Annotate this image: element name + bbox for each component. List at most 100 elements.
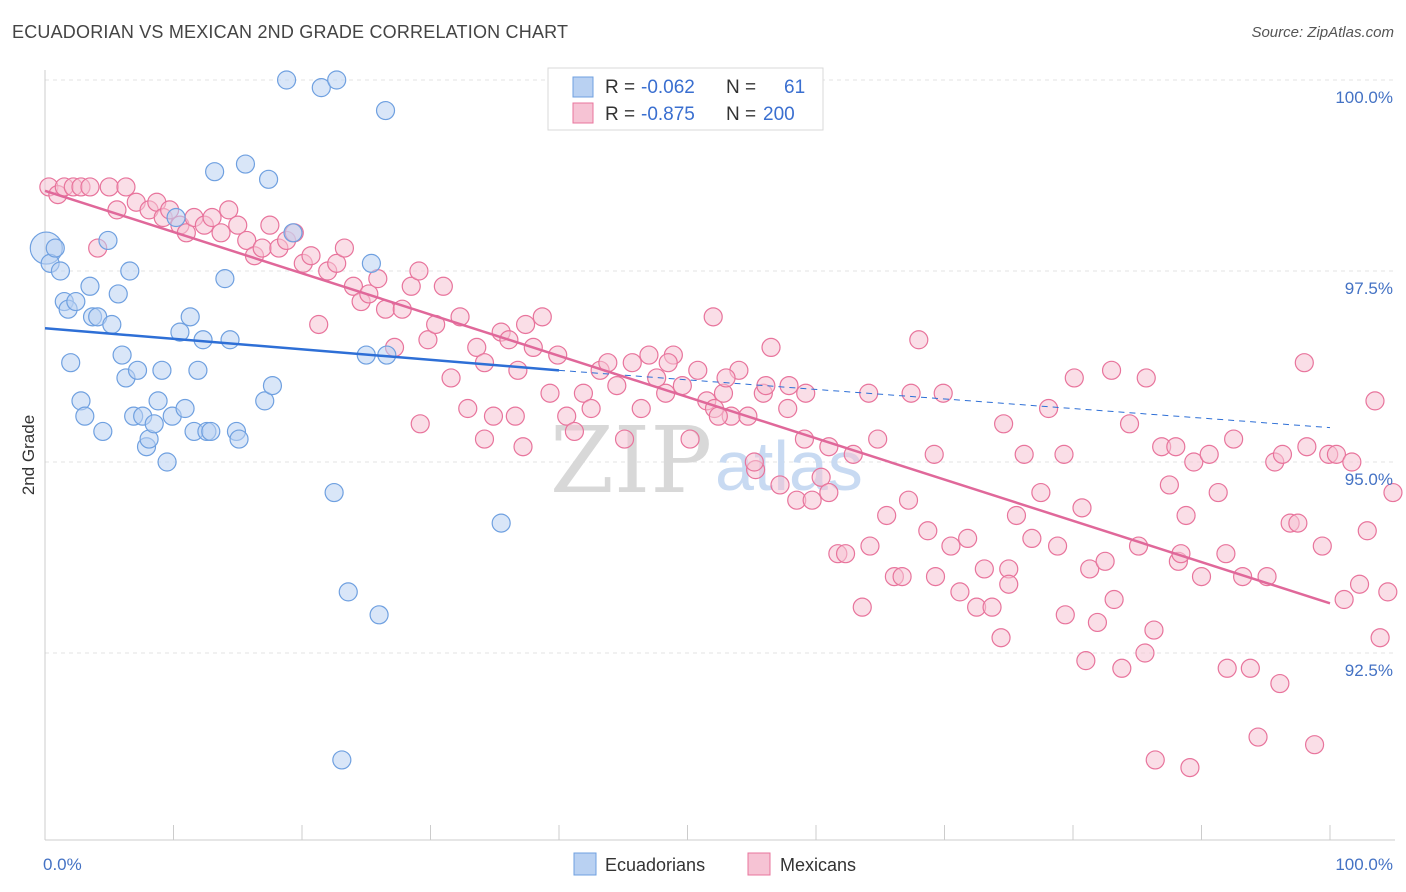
ecuadorian-point-9 [75,406,95,426]
mexican-point-68 [607,376,627,396]
mexican-point-19 [202,207,222,228]
mexican-point-110 [950,582,970,602]
y-tick-label-2: 97.5% [1345,279,1393,298]
mexican-point-176 [703,307,723,327]
chart-title: ECUADORIAN VS MEXICAN 2ND GRADE CORRELAT… [12,22,569,42]
ecuadorian-point-2 [45,238,65,258]
mexican-point-98 [852,597,872,617]
ecuadorian-point-17 [112,345,132,365]
mexican-point-185 [898,490,919,510]
ecuadorian-point-51 [324,482,344,503]
ecuadorian-point-3 [50,261,71,281]
ecuadorian-point-10 [80,276,100,296]
mexican-point-45 [418,330,438,350]
mexican-point-172 [474,429,495,449]
ecuadorian-point-60 [491,513,511,533]
trend-lines [44,189,1331,605]
series-legend-swatch-mexicans [747,852,771,876]
mexican-point-187 [994,414,1014,434]
mexican-point-175 [658,353,678,373]
ecuadorian-point-52 [327,70,347,90]
mexican-point-20 [211,223,231,243]
mexican-point-34 [327,253,347,273]
mexican-point-122 [1047,536,1068,556]
mexican-point-92 [802,490,822,510]
mexican-point-123 [1055,605,1075,625]
mexican-point-9 [116,177,136,197]
ecuadorian-point-54 [338,582,358,602]
y-tick-label-3: 100.0% [1335,88,1393,107]
ecuadorian-point-56 [361,253,381,273]
mexican-point-103 [892,566,912,587]
ecuadorian-point-45 [255,391,275,411]
mexican-point-88 [770,475,790,495]
mexican-point-65 [581,398,601,419]
series-legend-swatch-ecuadorians [573,852,597,876]
mexican-point-63 [564,421,585,442]
mexican-point-48 [441,368,461,388]
y-tick-label-0: 92.5% [1345,661,1393,680]
mexican-point-174 [513,437,533,457]
mexican-point-157 [1326,444,1347,464]
mexican-point-192 [1145,750,1165,770]
mexican-point-59 [532,307,552,327]
mexican-point-64 [573,383,594,403]
ecuadorian-point-28 [157,452,177,472]
mexican-point-117 [1006,505,1027,526]
mexican-point-53 [483,406,504,426]
mexican-point-72 [639,345,659,365]
ecuadorian-point-30 [166,207,186,228]
mexican-point-171 [410,414,430,434]
mexican-point-129 [1104,589,1124,610]
mexican-point-130 [1112,658,1132,678]
mexican-point-152 [1288,513,1308,533]
mexican-point-146 [1240,658,1260,678]
y-tick-label-1: 95.0% [1345,470,1393,489]
mexican-point-125 [1072,498,1092,518]
mexican-trend-line [44,189,1331,605]
mexican-point-189 [1076,651,1096,671]
mexican-point-150 [1272,444,1293,464]
mexican-point-71 [631,398,651,419]
legend-r-label-1: R = [605,77,635,98]
mexican-point-188 [1054,444,1074,464]
mexican-point-32 [309,314,329,335]
mexican-point-124 [1064,368,1084,388]
ecuadorian-point-35 [188,360,208,380]
mexican-point-70 [622,353,642,373]
mexican-point-199 [999,574,1019,594]
mexican-point-133 [1136,368,1156,388]
mexican-point-31 [301,246,321,266]
ecuadorian-point-19 [120,261,140,281]
mexican-point-22 [228,215,248,235]
legend-n-label-1: N = [726,77,756,98]
mexican-point-96 [835,544,856,564]
mexican-point-7 [99,177,119,197]
mexican-point-94 [819,482,839,503]
mexican-point-56 [508,360,528,380]
mexican-point-100 [868,429,888,449]
mexican-point-153 [1297,437,1317,457]
mexican-point-50 [458,398,478,419]
mexican-point-142 [1208,482,1228,503]
ecuadorian-point-38 [201,421,221,442]
mexican-point-108 [933,383,953,403]
ecuadorian-point-16 [108,284,128,304]
mexican-point-107 [925,566,946,587]
mexican-point-101 [877,505,897,526]
ecuadorian-trend-extension [558,369,1331,429]
mexican-point-173 [505,406,525,426]
mexican-point-145 [1233,566,1253,587]
mexican-point-69 [614,429,635,449]
mexican-point-127 [1087,612,1108,633]
series-ecuadorians-points [29,70,511,770]
ecuadorian-point-50 [311,78,331,98]
watermark-atlas: atlas [715,427,863,505]
ecuadorian-trend-line [44,327,560,372]
legend-r-value-2: -0.875 [641,104,695,125]
series-legend: Ecuadorians Mexicans [573,852,856,876]
ecuadorian-point-15 [102,314,122,335]
mexican-point-131 [1119,414,1140,434]
mexican-point-141 [1199,444,1219,464]
